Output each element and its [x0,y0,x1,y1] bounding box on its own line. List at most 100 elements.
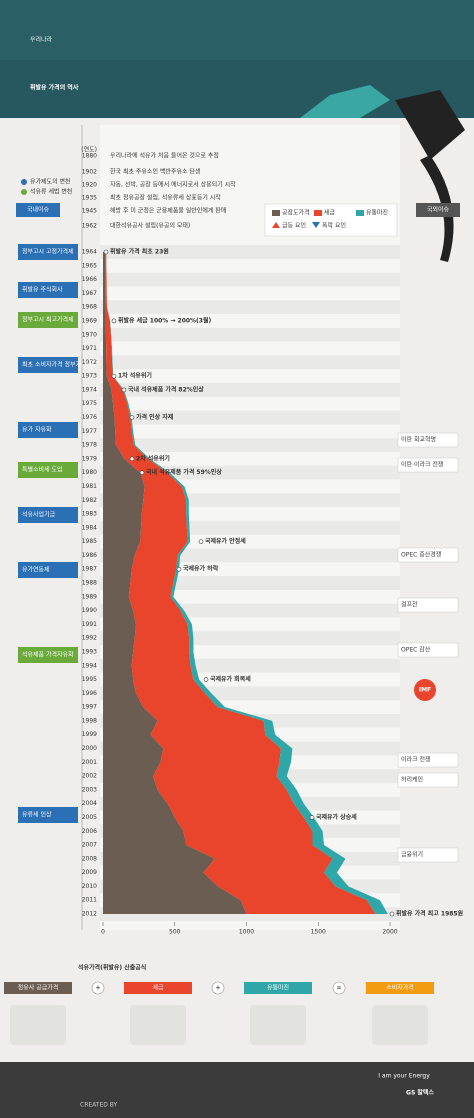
formula: 석유가격(휘발유) 산출공식 [78,964,146,972]
foreign-issue-box [397,642,459,658]
x-tick-label: 500 [169,929,181,936]
y-tick-label: 2005 [82,814,97,821]
formula-illustration [130,1005,186,1045]
y-tick-label: 1995 [82,676,97,683]
domestic-issue-box [18,312,78,328]
formula-term: 소비자가격 [386,984,414,992]
y-tick-label: 1978 [82,442,97,449]
domestic-issue-box [18,244,78,260]
title-main: 휘발유 가격의 역사 [30,84,79,92]
y-tick-label: 1965 [82,262,97,269]
formula-title: 석유가격(휘발유) 산출공식 [78,964,146,972]
y-tick-label: 1969 [82,317,97,324]
y-tick-label: 1982 [82,497,97,504]
foreign-issue: 금융위기 [401,851,423,859]
y-tick-label: 1992 [82,635,97,642]
annotation: 국제유가 하락 [183,565,219,573]
formula-op: + [215,985,220,992]
row-stripe [100,465,400,480]
legend-dot [21,189,27,195]
y-tick-label: 1967 [82,290,97,297]
y-tick-label: 2004 [82,800,97,807]
domestic-header-bg [16,203,60,217]
y-tick-label: 1988 [82,580,97,587]
row-stripe [100,327,400,342]
y-tick-label: 1984 [82,524,97,531]
domestic-issue-box [18,647,78,663]
y-tick-label: 1990 [82,607,97,614]
y-tick-label: 2001 [82,759,97,766]
y-tick-label: 1979 [82,455,97,462]
domestic-issue-box [18,507,78,523]
y-tick-label: 1989 [82,593,97,600]
y-tick-label: 1971 [82,345,97,352]
foreign-issue-box [397,772,459,788]
x-tick-label: 1000 [239,929,254,936]
y-tick-label: 1999 [82,731,97,738]
side-legend: 유가제도의 변천 [30,178,71,186]
legend-label: 유통마진 [366,209,388,217]
formula-op-bg [211,981,225,995]
foreign-header-bg [416,203,460,217]
legend-symbol [272,222,280,228]
foreign-issue: OPEC 감산 [401,646,431,654]
year-unit: (연도) [81,146,97,154]
annotation: 가격 인상 자제 [136,413,174,421]
annotation: 휘발유 가격 최초 23원 [110,248,169,256]
foreign-issue-box [397,457,459,473]
x-tick-label: 2000 [382,929,397,936]
y-tick-label: 2002 [82,773,97,780]
domestic-issue: 최초 소비자가격 정부가 고시 [22,361,94,369]
event-year: 1902 [82,169,97,176]
legend-swatch [356,210,364,216]
domestic-issue-box [18,462,78,478]
annotation-dot [103,249,109,255]
formula-term: 세금 [152,984,164,992]
domestic-issue: 유류세 인상 [22,811,52,819]
annotation-dot [129,415,135,420]
annotation: 국내 석유제품 가격 82%인상 [128,385,204,393]
y-tick-label: 1973 [82,373,97,380]
foreign-issue: 이란·이라크 전쟁 [401,461,443,469]
formula-illustration [250,1005,306,1045]
domestic-issue-box [18,357,78,373]
slogan: I am your Energy [378,1073,430,1080]
y-tick-label: 1968 [82,304,97,311]
foreign-issue: 이라크 전쟁 [401,756,431,764]
legend-symbol [312,222,320,228]
annotation: 국제유가 회복세 [210,675,251,683]
foreign-issue: 허리케인 [401,776,423,784]
event-year: 1945 [82,208,97,215]
domestic-issue-box [18,562,78,578]
foreign-issue-box [397,547,459,563]
annotation: 2차 석유위기 [136,454,170,462]
legend-label: 세금 [324,209,336,217]
row-stripe [100,300,400,315]
y-tick-label: 1996 [82,690,97,697]
domestic-issue: 유가 자유화 [22,426,52,434]
y-tick-label: 1994 [82,662,97,669]
domestic-header: 국내이슈 [27,206,50,214]
y-tick-label: 1991 [82,621,97,628]
y-tick-label: 1976 [82,414,97,421]
formula-box [244,982,312,994]
y-tick-label: 1980 [82,469,97,476]
y-tick-label: 1997 [82,704,97,711]
y-tick-label: 2010 [82,883,97,890]
foreign-issue: IMF [419,687,431,694]
y-tick-label: 2006 [82,828,97,835]
foreign-header: 국외이슈 [427,206,450,214]
x-tick-label: 1500 [311,929,326,936]
domestic-issue: 정부고시 최고가격제 [22,316,74,324]
formula-illustration [10,1005,66,1045]
row-stripe [100,245,400,259]
y-tick-label: 1983 [82,511,97,518]
domestic-issue: 특별소비세 도입 [22,466,63,474]
domestic-issue: 석유제품 가격자유화 [22,651,74,659]
formula-box [124,982,192,994]
event-text: 우리나라에 석유가 처음 들어온 것으로 추정 [110,152,219,160]
formula-op: = [336,985,341,992]
area [103,252,247,914]
y-tick-label: 1975 [82,400,97,407]
